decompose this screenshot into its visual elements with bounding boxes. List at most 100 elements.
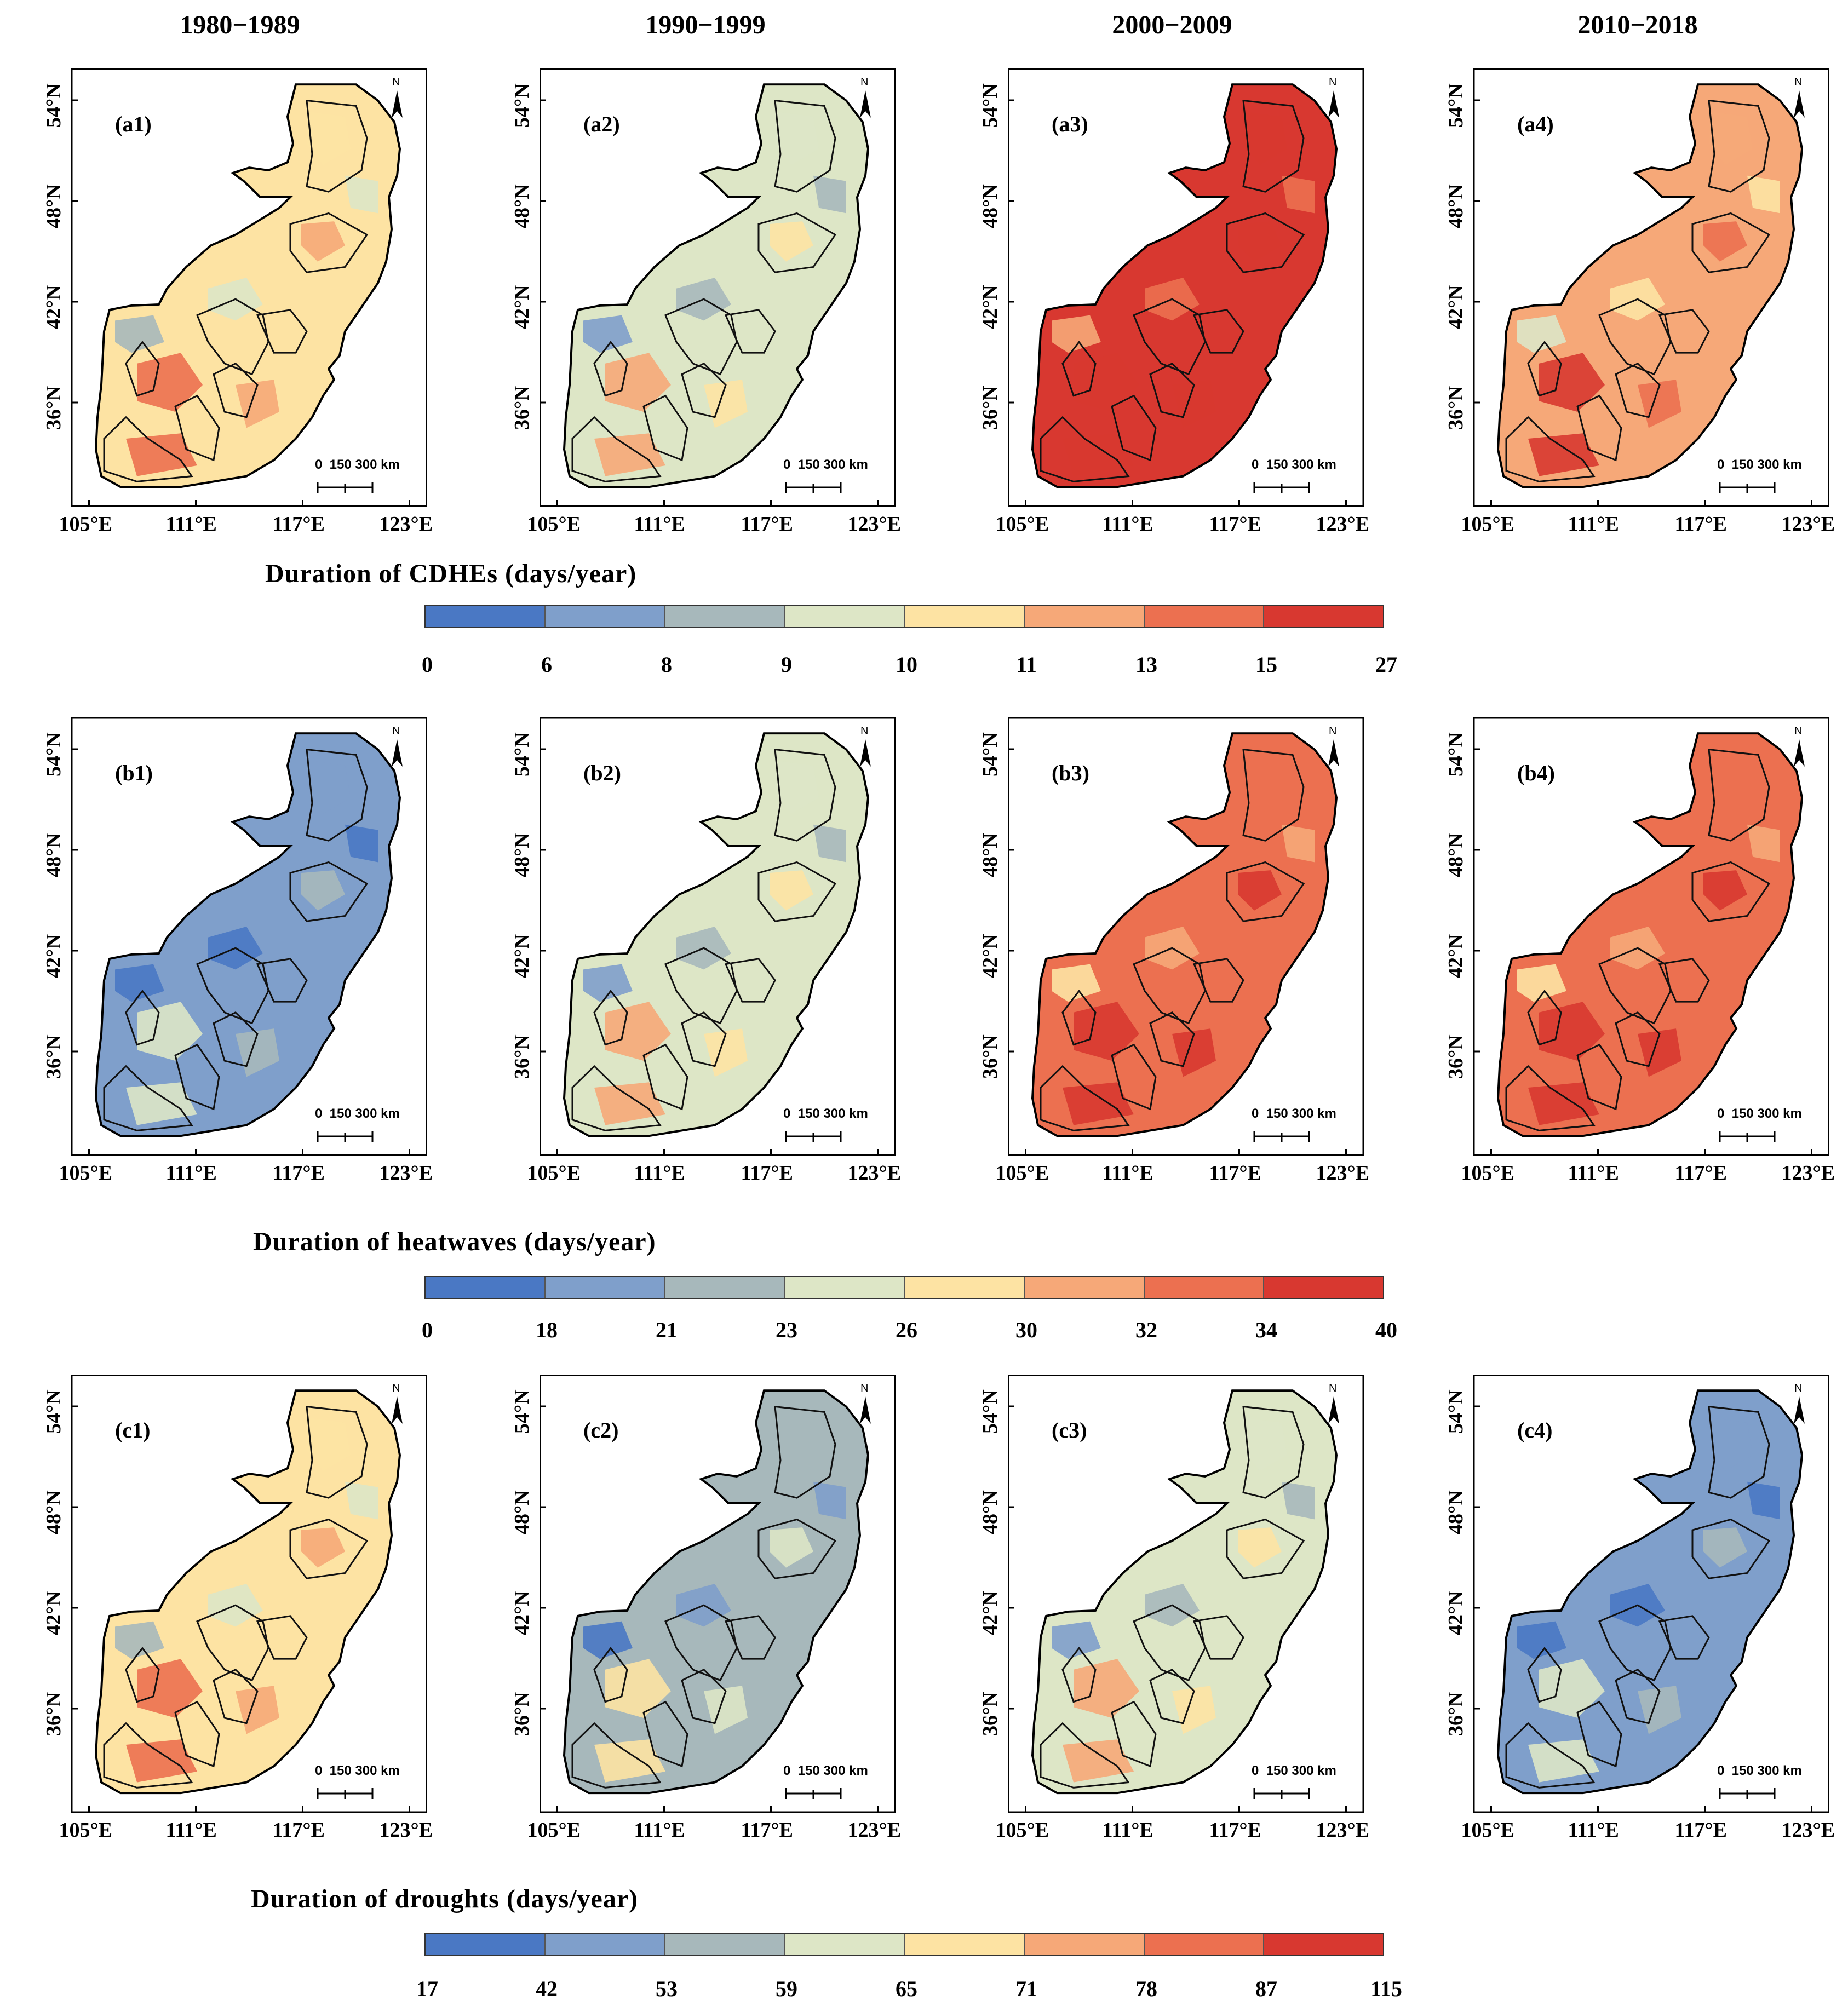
lon-label: 105°E <box>527 513 581 536</box>
legend-tick: 11 <box>1016 652 1037 677</box>
legend-swatch <box>905 1277 1025 1298</box>
lon-label: 123°E <box>1781 513 1835 536</box>
legend-tick: 87 <box>1255 1976 1277 2001</box>
value-patch <box>115 1621 164 1659</box>
basin-boundary <box>1149 363 1195 418</box>
value-patch <box>1747 824 1780 863</box>
basin-boundary <box>213 1011 259 1067</box>
lon-label: 105°E <box>1461 1162 1515 1185</box>
north-letter: N <box>860 76 869 88</box>
lon-label: 111°E <box>165 1162 217 1185</box>
basin-boundary <box>1133 947 1206 1025</box>
basin-boundary <box>681 1669 727 1724</box>
lat-label: 48°N <box>979 1490 1002 1534</box>
value-patch <box>115 964 164 1002</box>
panel-label: (b1) <box>115 761 153 785</box>
legend-tick: 115 <box>1370 1976 1402 2001</box>
value-patch <box>770 1527 813 1568</box>
lat-label: 36°N <box>42 386 65 430</box>
basin-boundary <box>1192 1615 1244 1660</box>
basin-boundary <box>196 1604 269 1682</box>
legend-swatch <box>1024 1277 1145 1298</box>
value-patch <box>583 964 633 1002</box>
basin-boundary <box>1505 416 1596 482</box>
legend-bar-heatwaves <box>424 1276 1384 1299</box>
scale-bar <box>785 1131 842 1142</box>
map-panel: (c1) N 0 150 300 km <box>71 1375 427 1813</box>
lat-label: 48°N <box>42 184 65 228</box>
legend-swatch <box>785 1277 905 1298</box>
value-patch <box>1074 1002 1139 1061</box>
value-patch <box>1747 175 1780 214</box>
basin-boundary <box>1691 861 1771 922</box>
panel-label: (c3) <box>1052 1418 1087 1442</box>
lon-label: 117°E <box>272 1162 325 1185</box>
legend-swatch <box>1024 606 1145 627</box>
map-panel: (b1) N 0 150 300 km <box>71 717 427 1156</box>
region-outline <box>94 1389 401 1795</box>
legend-tick: 78 <box>1135 1976 1157 2001</box>
lon-label: 105°E <box>995 1819 1049 1842</box>
lat-label: 54°N <box>1444 1389 1467 1434</box>
value-patch <box>1528 1739 1599 1783</box>
lat-label: 42°N <box>1444 1591 1467 1635</box>
value-patch <box>594 1739 665 1783</box>
panel-label: (c1) <box>115 1418 151 1442</box>
lon-label: 105°E <box>1461 513 1515 536</box>
lon-label: 105°E <box>59 513 113 536</box>
lon-label: 117°E <box>272 1819 325 1842</box>
legend-swatch <box>1144 1934 1265 1955</box>
value-patch <box>775 760 819 814</box>
value-patch <box>1709 760 1753 814</box>
basin-boundary <box>1505 1065 1596 1131</box>
legend-tick: 23 <box>776 1318 797 1342</box>
legend-tick: 13 <box>1135 652 1157 677</box>
value-patch <box>1074 353 1139 412</box>
lat-label: 48°N <box>510 833 533 877</box>
lon-label: 111°E <box>1102 1819 1153 1842</box>
basin-boundary <box>256 958 308 1003</box>
lat-label: 42°N <box>510 934 533 978</box>
lon-label: 105°E <box>995 513 1049 536</box>
basin-boundary <box>757 1518 837 1579</box>
basin-boundary <box>774 99 836 193</box>
lon-label: 117°E <box>1209 513 1261 536</box>
map-panel: (a3) N 0 150 300 km <box>1008 68 1364 507</box>
basin-boundary <box>289 212 369 273</box>
lat-label: 42°N <box>979 285 1002 329</box>
basin-boundary <box>724 1615 776 1660</box>
lat-label: 42°N <box>42 285 65 329</box>
lon-label: 123°E <box>847 1162 902 1185</box>
value-patch <box>1282 175 1315 214</box>
value-patch <box>115 315 164 353</box>
legend-tick: 18 <box>536 1318 558 1342</box>
scale-bar-text: 0 150 300 km <box>1252 457 1336 472</box>
lon-label: 105°E <box>527 1819 581 1842</box>
panel-label: (a4) <box>1517 112 1554 136</box>
scale-bar <box>1253 1131 1310 1142</box>
legend-tick: 53 <box>656 1976 678 2001</box>
map-svg <box>71 717 427 1156</box>
basin-boundary <box>306 1405 368 1499</box>
lon-label: 111°E <box>1102 513 1153 536</box>
basin-boundary <box>1527 341 1562 397</box>
basin-boundary <box>1708 748 1770 842</box>
scale-bar <box>317 1131 374 1142</box>
basin-boundary <box>1576 394 1622 462</box>
value-patch <box>1528 1082 1599 1125</box>
value-patch <box>1539 1659 1605 1718</box>
lat-label: 54°N <box>42 83 65 128</box>
lon-label: 123°E <box>1781 1819 1835 1842</box>
basin-boundary <box>593 1647 628 1703</box>
value-patch <box>1282 1481 1315 1520</box>
basin-boundary <box>664 1604 738 1682</box>
basin-boundary <box>103 416 193 482</box>
legend-tick: 26 <box>896 1318 917 1342</box>
basin-boundary <box>1242 748 1305 842</box>
value-patch <box>1052 1621 1101 1659</box>
legend-tick: 8 <box>661 652 672 677</box>
scale-bar <box>1719 1131 1776 1142</box>
lon-label: 123°E <box>1316 1162 1370 1185</box>
value-patch <box>307 760 351 814</box>
legend-tick: 71 <box>1015 1976 1037 2001</box>
